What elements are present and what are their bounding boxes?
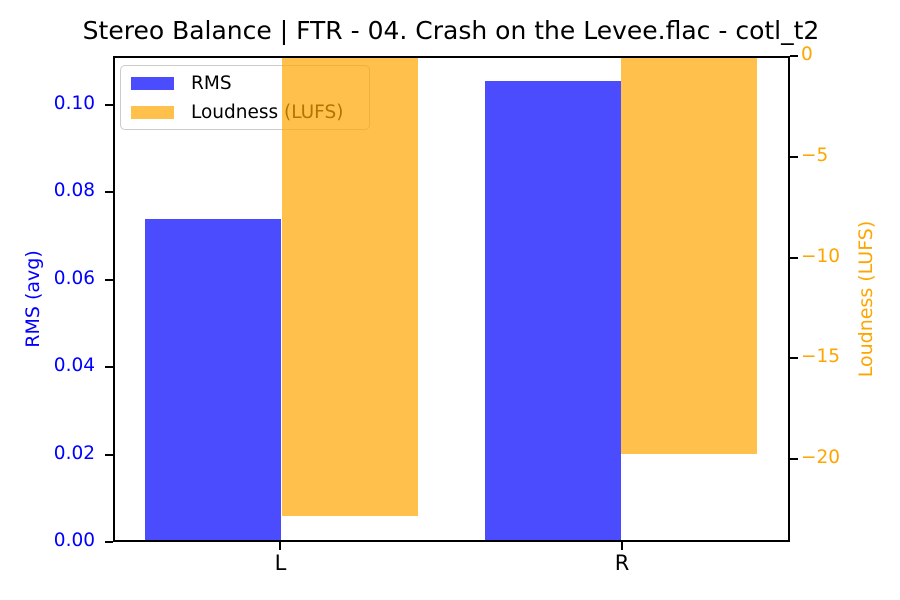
left-axis-label: RMS (avg) — [22, 250, 44, 348]
right-tick-mark — [790, 458, 798, 461]
x-tick-mark — [279, 542, 282, 550]
loudness-bar-R — [621, 58, 758, 454]
right-tick-mark — [790, 155, 798, 158]
left-tick-label: 0.02 — [53, 442, 95, 464]
left-tick-mark — [105, 191, 113, 194]
right-tick-mark — [790, 55, 798, 57]
right-tick-mark — [790, 357, 798, 360]
left-tick-mark — [105, 453, 113, 456]
chart-title: Stereo Balance | FTR - 04. Crash on the … — [82, 16, 820, 45]
legend-swatch-icon — [131, 76, 174, 90]
rms-bar-L — [145, 219, 282, 540]
rms-bar-R — [484, 80, 622, 540]
legend-entry: RMS — [131, 72, 369, 94]
left-tick-mark — [105, 541, 113, 543]
x-tick-label: R — [614, 551, 630, 575]
right-tick-label: −20 — [801, 447, 841, 469]
left-tick-label: 0.06 — [53, 267, 95, 289]
right-tick-label: 0 — [801, 44, 813, 65]
x-tick-label: L — [274, 551, 287, 575]
right-tick-label: −5 — [801, 144, 829, 166]
legend-swatch-icon — [131, 105, 174, 119]
left-tick-mark — [105, 103, 113, 106]
left-tick-mark — [105, 366, 113, 369]
left-tick-label: 0.04 — [53, 355, 95, 377]
legend-label: RMS — [191, 72, 232, 94]
left-tick-label: 0.08 — [53, 180, 95, 202]
left-tick-mark — [105, 278, 113, 281]
right-axis-label: Loudness (LUFS) — [855, 220, 877, 378]
x-tick-mark — [621, 542, 624, 550]
left-tick-label: 0.10 — [53, 92, 95, 114]
right-tick-label: −10 — [801, 245, 841, 267]
plot-area: RMS Loudness (LUFS) — [113, 56, 790, 542]
left-tick-label: 0.00 — [53, 530, 95, 551]
loudness-bar-L — [281, 58, 418, 516]
loudness-bars-layer — [115, 58, 788, 540]
rms-bars-layer — [115, 58, 788, 540]
right-tick-label: −15 — [801, 346, 841, 368]
right-tick-mark — [790, 256, 798, 259]
